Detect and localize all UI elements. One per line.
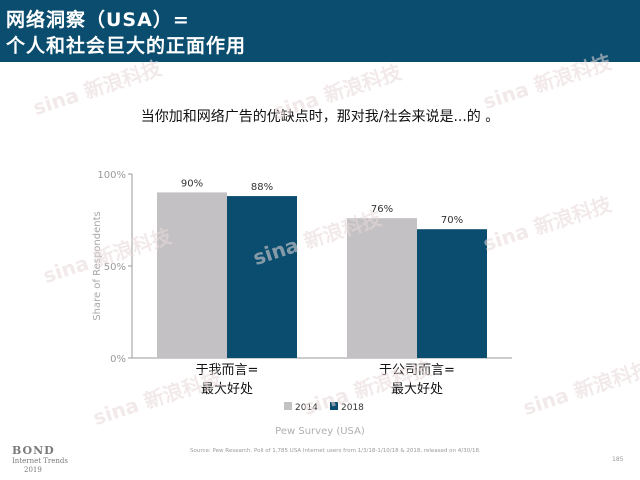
bar-2018-1 xyxy=(227,196,297,358)
bar-2018-2 xyxy=(417,229,487,358)
legend-label: 2014 xyxy=(295,403,318,413)
y-axis-title: Share of Respondents xyxy=(92,211,103,321)
title-banner: 网络洞察（USA）= 个人和社会巨大的正面作用 xyxy=(0,0,640,62)
bar-2014-2 xyxy=(347,218,417,358)
category-label-line1: 于公司而言= xyxy=(379,363,455,378)
legend-label: 2018 xyxy=(341,403,364,413)
page-number: 185 xyxy=(612,456,624,463)
bond-logo-name: BOND xyxy=(12,444,55,457)
title-line-2: 个人和社会巨大的正面作用 xyxy=(6,35,247,57)
data-label: 88% xyxy=(251,182,273,193)
y-tick-label: 0% xyxy=(110,354,126,365)
data-label: 90% xyxy=(181,178,203,189)
category-label-line2: 最大好处 xyxy=(201,382,253,397)
title-line-1: 网络洞察（USA）= xyxy=(6,9,190,31)
category-label-line2: 最大好处 xyxy=(391,382,443,397)
legend-swatch-2014 xyxy=(284,402,292,410)
legend-swatch-2018 xyxy=(330,402,338,410)
survey-question: 当你加和网络广告的优缺点时，那对我/社会来说是...的 。 xyxy=(140,109,500,125)
bond-logo: BOND Internet Trends 2019 xyxy=(12,444,72,475)
y-tick-label: 50% xyxy=(104,262,126,273)
bond-logo-year: 2019 xyxy=(24,466,42,474)
source-note: Source: Pew Research. Poll of 1,785 USA … xyxy=(190,448,481,454)
category-label-line1: 于我而言= xyxy=(196,363,259,378)
data-label: 70% xyxy=(441,215,463,226)
bond-logo-subtitle: Internet Trends xyxy=(12,457,69,465)
data-label: 76% xyxy=(371,204,393,215)
y-tick-label: 100% xyxy=(97,170,126,181)
x-axis-title: Pew Survey (USA) xyxy=(275,426,365,437)
bar-2014-1 xyxy=(157,192,227,358)
